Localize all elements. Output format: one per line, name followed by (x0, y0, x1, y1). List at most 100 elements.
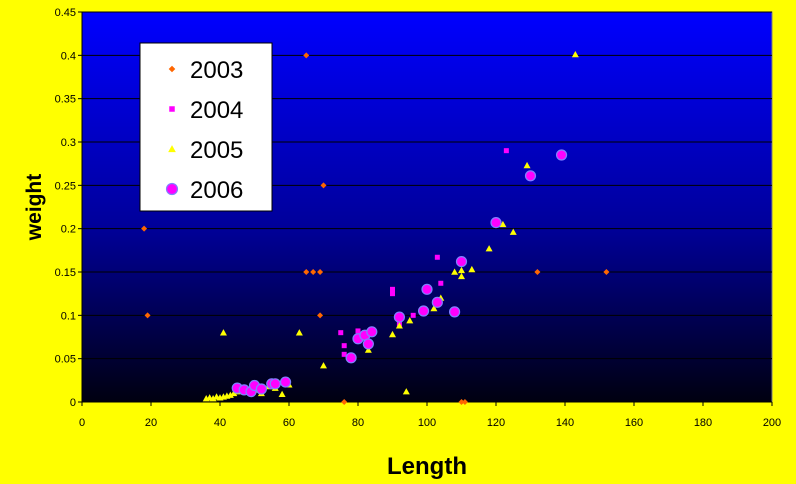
data-point-2004 (341, 351, 347, 357)
data-point-2004 (355, 328, 361, 334)
x-tick-label: 120 (487, 417, 505, 429)
data-point-2003 (144, 312, 151, 319)
data-point-2005 (320, 362, 327, 369)
data-point-2006 (421, 283, 433, 295)
y-tick-label: 0.05 (55, 354, 76, 366)
data-point-2006 (362, 338, 374, 350)
data-point-2006 (555, 149, 568, 161)
data-point-2005 (226, 391, 234, 398)
y-tick-label: 0.45 (55, 7, 76, 19)
data-point-2005 (458, 266, 465, 274)
legend-label-2003: 2003 (190, 57, 243, 84)
data-point-2005 (406, 317, 414, 324)
data-point-2003 (320, 182, 327, 189)
axes (78, 11, 773, 406)
series-2003 (141, 52, 610, 405)
legend: 2003 2004 2005 2006 (139, 42, 273, 212)
data-point-2006 (455, 256, 468, 268)
data-point-2005 (219, 329, 227, 336)
x-tick-label: 140 (556, 417, 574, 429)
y-tick-label: 0.35 (55, 94, 76, 106)
data-point-2006 (345, 352, 357, 364)
x-tick-labels: 0 20 40 60 80 100 120 140 160 180 200 (79, 417, 781, 429)
legend-marker-2005 (168, 145, 176, 153)
data-point-2006 (393, 311, 405, 323)
legend-marker-2006 (165, 182, 179, 196)
x-tick-label: 200 (763, 417, 781, 429)
legend-label-2006: 2006 (190, 177, 243, 204)
data-point-2003 (317, 312, 324, 319)
x-tick-label: 100 (418, 417, 436, 429)
data-point-2003 (141, 225, 148, 232)
data-point-2005 (451, 268, 459, 275)
data-point-2006 (269, 378, 281, 390)
y-tick-label: 0.4 (61, 50, 76, 62)
data-point-2003 (341, 399, 348, 405)
data-point-2006 (449, 306, 461, 318)
data-point-2006 (279, 376, 292, 388)
data-point-2005 (571, 50, 579, 58)
x-tick-label: 20 (145, 417, 157, 429)
data-point-2004 (410, 312, 416, 318)
x-axis-title: Length (387, 453, 467, 480)
data-point-2004 (338, 330, 344, 336)
x-tick-label: 160 (625, 417, 643, 429)
legend-marker-2004 (169, 106, 175, 112)
data-point-2005 (523, 161, 531, 169)
y-tick-label: 0.15 (55, 267, 76, 279)
y-tick-label: 0.1 (61, 310, 76, 322)
data-point-2004 (434, 254, 440, 260)
data-point-2005 (430, 304, 438, 312)
legend-label-2004: 2004 (190, 97, 243, 124)
data-point-2006 (431, 296, 443, 308)
data-point-2003 (458, 399, 465, 405)
x-tick-label: 0 (79, 417, 85, 429)
data-point-2006 (417, 305, 430, 317)
y-axis-title: weight (23, 174, 46, 242)
data-point-2005 (509, 228, 517, 235)
data-point-2003 (317, 269, 324, 275)
data-point-2004 (341, 343, 347, 349)
x-tick-label: 40 (214, 417, 226, 429)
gridlines (82, 11, 772, 360)
legend-box (139, 42, 273, 212)
data-point-2005 (485, 245, 493, 252)
data-point-2005 (295, 329, 303, 336)
data-point-2005 (230, 389, 238, 397)
legend-label-2005: 2005 (190, 137, 243, 164)
data-point-2005 (499, 220, 507, 228)
x-tick-label: 180 (694, 417, 712, 429)
legend-marker-2003 (168, 65, 176, 73)
data-point-2005 (278, 390, 286, 397)
data-point-2003 (310, 269, 317, 275)
x-tick-label: 60 (283, 417, 295, 429)
data-point-2005 (364, 346, 372, 353)
data-point-2006 (524, 170, 537, 182)
data-point-2006 (490, 217, 502, 229)
data-point-2003 (303, 52, 310, 59)
data-point-2005 (395, 322, 403, 329)
data-point-2006 (255, 383, 267, 395)
data-point-2005 (458, 272, 465, 280)
y-tick-label: 0.2 (61, 224, 76, 236)
series-2006 (231, 149, 568, 398)
data-point-2004 (438, 280, 444, 286)
y-tick-label: 0.3 (61, 137, 76, 149)
data-point-2003 (603, 269, 610, 275)
data-point-2005 (468, 265, 476, 273)
data-point-2005 (209, 395, 217, 402)
data-point-2004 (390, 291, 395, 297)
data-point-2005 (389, 330, 396, 338)
y-tick-labels: 0 0.05 0.1 0.15 0.2 0.25 0.3 0.35 0.4 0.45 (55, 7, 76, 409)
data-point-2003 (534, 269, 541, 275)
data-point-2004 (503, 148, 509, 154)
data-points (141, 50, 610, 405)
data-point-2005 (402, 388, 410, 395)
y-tick-label: 0.25 (55, 180, 76, 192)
data-point-2003 (303, 269, 310, 275)
x-tick-label: 80 (352, 417, 364, 429)
data-point-2006 (366, 326, 378, 338)
data-point-2003 (461, 399, 468, 405)
data-point-2004 (390, 286, 395, 292)
